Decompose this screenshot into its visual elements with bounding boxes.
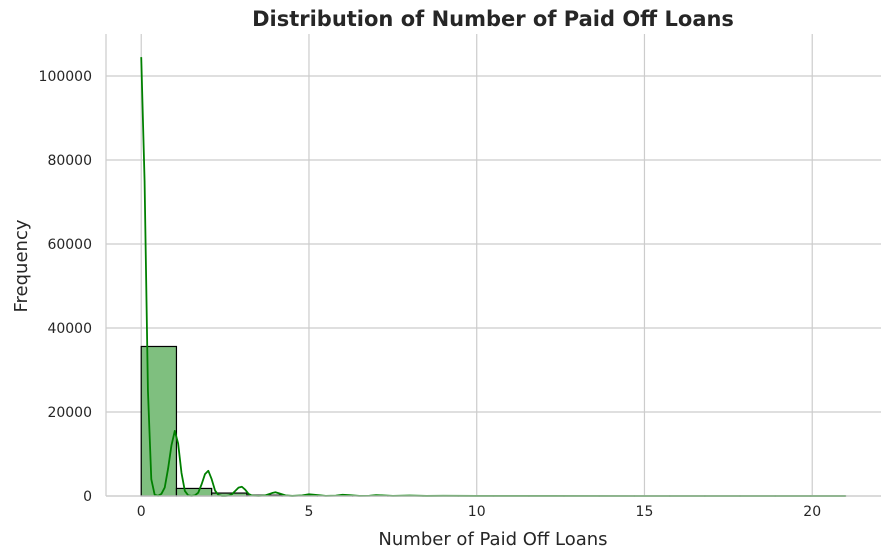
x-tick-label: 10 (468, 504, 486, 520)
grid (106, 34, 881, 497)
y-tick-label: 100000 (39, 69, 92, 85)
y-tick-label: 60000 (47, 237, 92, 253)
y-tick-labels: 0 20000 40000 60000 80000 100000 (39, 69, 92, 505)
x-axis-label: Number of Paid Off Loans (378, 529, 607, 550)
x-tick-label: 20 (803, 504, 821, 520)
y-tick-label: 0 (83, 489, 92, 505)
kde-curve-group (140, 57, 846, 497)
y-axis-label: Frequency (11, 219, 32, 312)
y-tick-label: 20000 (47, 405, 92, 421)
histogram-bars (140, 345, 847, 497)
chart-title: Distribution of Number of Paid Off Loans (252, 7, 734, 31)
y-tick-label: 40000 (47, 321, 92, 337)
x-tick-label: 15 (636, 504, 654, 520)
x-tick-labels: 0 5 10 15 20 (137, 504, 821, 520)
kde-line (140, 57, 846, 497)
y-tick-label: 80000 (47, 153, 92, 169)
x-tick-label: 5 (305, 504, 314, 520)
histogram-bar (140, 345, 178, 497)
x-tick-label: 0 (137, 504, 146, 520)
